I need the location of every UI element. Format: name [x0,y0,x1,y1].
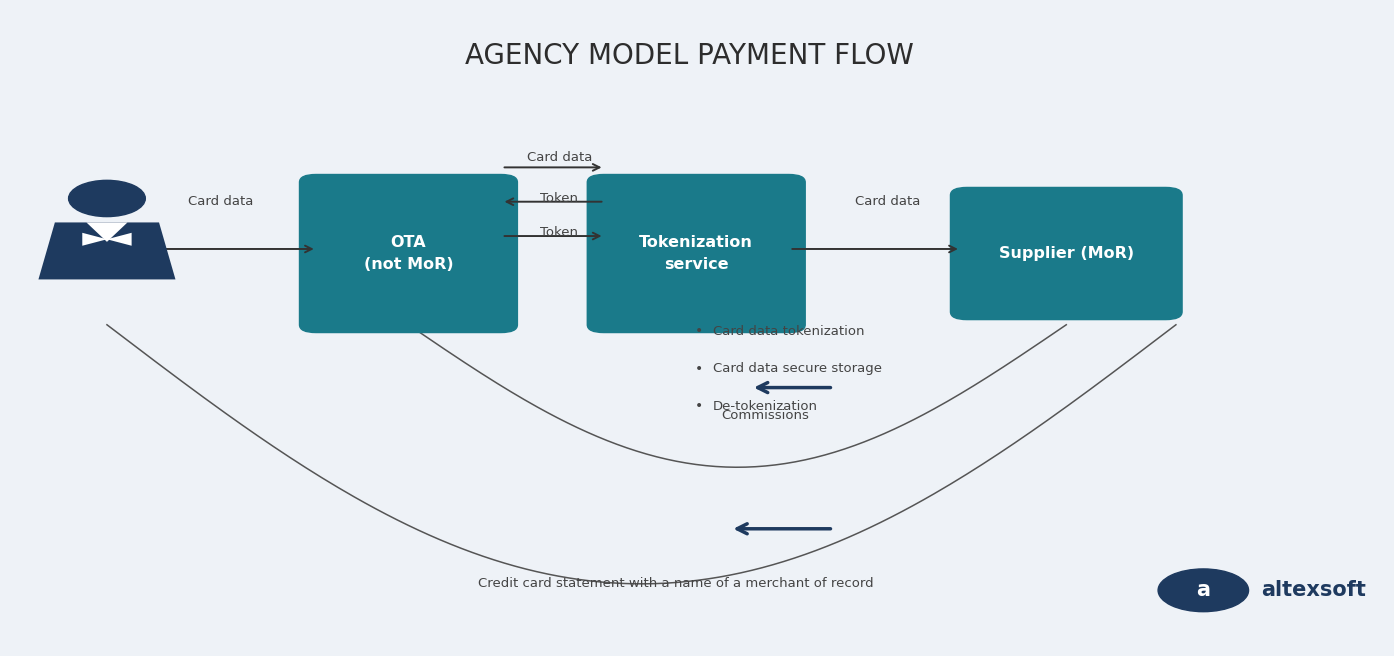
Text: OTA
(not MoR): OTA (not MoR) [364,235,453,272]
Text: Token: Token [541,226,579,239]
Text: Supplier (MoR): Supplier (MoR) [998,246,1133,261]
Text: •: • [694,362,703,376]
Polygon shape [107,233,131,246]
Text: Card data: Card data [527,151,592,164]
Text: altexsoft: altexsoft [1262,581,1366,600]
Text: •: • [694,324,703,338]
FancyBboxPatch shape [951,188,1182,319]
Text: Card data: Card data [188,195,254,208]
Circle shape [68,180,145,216]
Text: Token: Token [541,192,579,205]
Text: Tokenization
service: Tokenization service [640,235,753,272]
Text: Card data tokenization: Card data tokenization [712,325,864,338]
Text: De-tokenization: De-tokenization [712,400,818,413]
Text: •: • [694,400,703,413]
FancyBboxPatch shape [300,174,517,333]
Polygon shape [82,233,107,246]
Text: Card data: Card data [856,195,921,208]
FancyBboxPatch shape [587,174,806,333]
Text: a: a [1196,581,1210,600]
Text: AGENCY MODEL PAYMENT FLOW: AGENCY MODEL PAYMENT FLOW [466,42,914,70]
Text: Card data secure storage: Card data secure storage [712,362,881,375]
Circle shape [1158,569,1249,611]
Polygon shape [86,222,127,242]
Text: Credit card statement with a name of a merchant of record: Credit card statement with a name of a m… [478,577,874,590]
Polygon shape [39,222,176,279]
Text: Commissions: Commissions [721,409,809,422]
